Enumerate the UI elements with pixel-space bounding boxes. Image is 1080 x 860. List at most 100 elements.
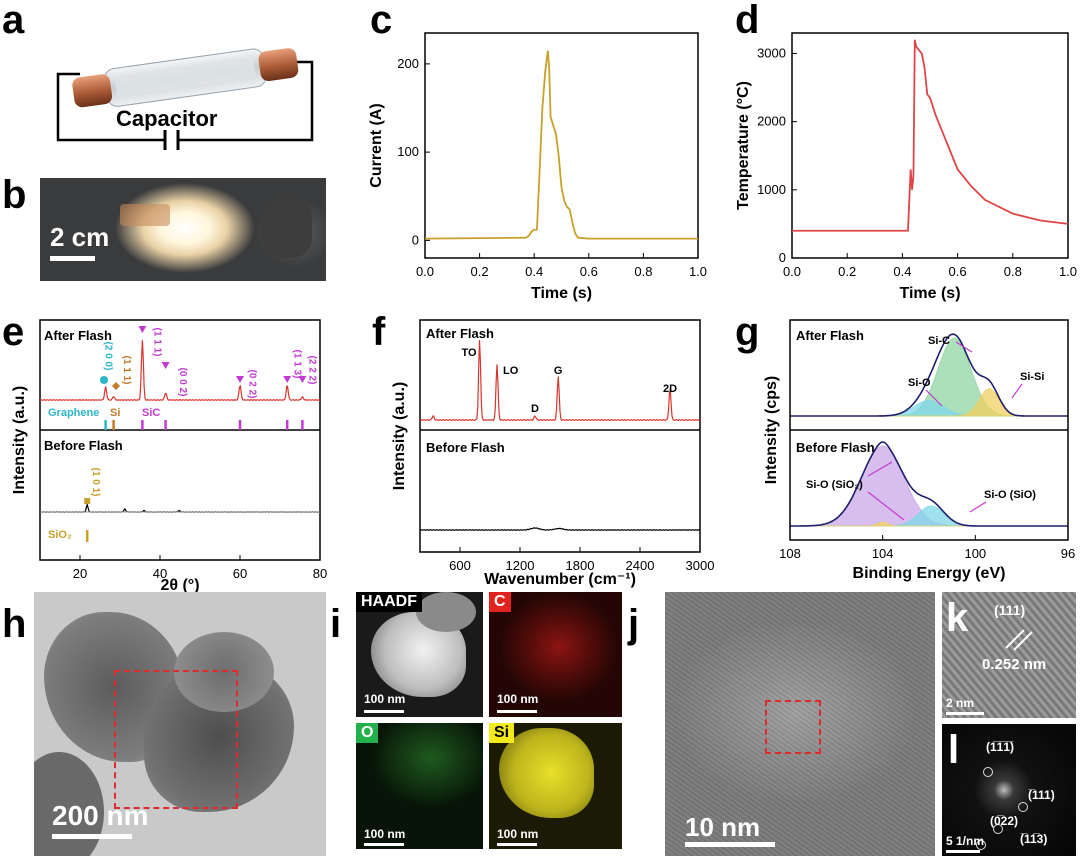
xrd-before-line xyxy=(39,502,321,513)
sio2-marker xyxy=(84,498,91,504)
y-tick-label: 100 xyxy=(397,144,419,159)
raman-band-label: G xyxy=(554,365,563,377)
peak-label-sio2: Si-O (SiO₂) xyxy=(806,479,863,491)
scale-label-haadf: 100 nm xyxy=(364,692,406,706)
after-flash-title: After Flash xyxy=(426,326,494,341)
haadf-map: HAADF 100 nm xyxy=(356,592,483,717)
x-axis-label: Wavenumber (cm⁻¹) xyxy=(484,571,636,588)
lattice-spacing-label: 0.252 nm xyxy=(982,656,1047,673)
scale-label-j: 10 nm xyxy=(685,812,761,842)
scale-label-o: 100 nm xyxy=(364,827,406,841)
scale-bar-h xyxy=(52,834,132,839)
panel-label-c: c xyxy=(370,0,393,42)
scale-label-l: 5 1/nm xyxy=(946,834,985,848)
sic-marker xyxy=(236,376,244,383)
diffraction-spot-label: (̅111) xyxy=(1028,788,1055,802)
scale-label-b: 2 cm xyxy=(50,222,110,252)
raman-after-line xyxy=(419,340,701,422)
x-tick-label: 0.6 xyxy=(949,264,967,279)
xps-chart: After Flash Before Flash Si-C Si-O Si-Si Si-O… xyxy=(763,319,1075,582)
peak-label-leader xyxy=(969,501,987,513)
peak-label-leader xyxy=(867,461,893,477)
diffraction-spot-label: (0̅22) xyxy=(990,814,1019,828)
scale-label-c: 100 nm xyxy=(497,692,539,706)
x-tick-label: 1800 xyxy=(566,558,595,573)
panel-label-k: k xyxy=(946,596,969,640)
after-flash-title: After Flash xyxy=(796,328,864,343)
x-tick-label: 2400 xyxy=(626,558,655,573)
xrd-peak-label: (0 2 2) xyxy=(247,370,258,399)
x-axis-label: Time (s) xyxy=(899,285,960,302)
graphene-marker xyxy=(100,376,108,384)
raman-chart: After Flash Before Flash TO LO D G 2D 600 1200 18… xyxy=(391,319,714,588)
capacitor-label: Capacitor xyxy=(116,106,218,131)
x-tick-label: 0.6 xyxy=(580,264,598,279)
x-tick-label: 1.0 xyxy=(689,264,707,279)
raman-band-label: D xyxy=(531,403,539,415)
peak-label-leader xyxy=(925,389,943,407)
x-axis-label: 2θ (°) xyxy=(160,577,199,592)
y-axis-label: Intensity (a.u.) xyxy=(11,386,28,494)
panel-label-j: j xyxy=(628,602,640,646)
x-tick-label: 0.2 xyxy=(838,264,856,279)
scale-bar-b xyxy=(50,256,95,261)
before-flash-title: Before Flash xyxy=(796,440,875,455)
x-tick-label: 0.4 xyxy=(525,264,543,279)
ref-sic: SiC xyxy=(142,407,160,419)
region-of-interest-box xyxy=(114,670,238,809)
panel-label-f: f xyxy=(372,310,386,354)
temperature-chart: 0.0 0.2 0.4 0.6 0.8 1.0 0 1000 2000 3000 Time (s) T… xyxy=(735,32,1077,302)
xrd-chart: After Flash Before Flash Graphene Si SiC SiO₂… xyxy=(11,319,327,592)
plot-frame xyxy=(419,319,701,553)
before-flash-title: Before Flash xyxy=(426,440,505,455)
si-marker xyxy=(112,382,120,390)
x-tick-label: 0.4 xyxy=(893,264,911,279)
x-tick-label: 108 xyxy=(779,546,801,561)
x-tick-label: 60 xyxy=(233,566,247,581)
x-axis-label: Time (s) xyxy=(531,285,592,302)
saed-pattern: l (1̅1̅1̅) (̅111) (0̅22) (̅11̅3) 5 1/nm xyxy=(942,724,1076,856)
x-tick-label: 0.8 xyxy=(1004,264,1022,279)
xrd-after-line xyxy=(39,340,321,401)
ref-sio2: SiO₂ xyxy=(48,529,72,541)
fringe-marker xyxy=(1005,629,1033,651)
series-line xyxy=(424,50,698,240)
peak-label-sio: Si-O (SiO) xyxy=(984,489,1036,501)
x-tick-label: 0.8 xyxy=(634,264,652,279)
ref-si: Si xyxy=(110,407,120,419)
scale-label-h: 200 nm xyxy=(52,800,149,831)
panel-label-h: h xyxy=(2,602,27,646)
map-tag-haadf: HAADF xyxy=(356,592,422,612)
xps-after-envelope xyxy=(790,333,1068,417)
map-tag-c: C xyxy=(489,592,511,612)
raman-band-label: TO xyxy=(462,347,478,359)
y-axis-label: Current (A) xyxy=(368,103,385,187)
map-tag-si: Si xyxy=(489,723,515,743)
peak-label-leader xyxy=(867,491,905,521)
sic-marker xyxy=(298,376,307,383)
xrd-peak-label: (1 1 1) xyxy=(121,356,132,385)
silicon-map: Si 100 nm xyxy=(489,723,622,849)
region-of-interest-box xyxy=(765,700,821,754)
plot-frame xyxy=(424,32,699,259)
series-line xyxy=(792,39,1069,232)
flash-photo xyxy=(40,178,326,281)
lattice-plane-label: (111) xyxy=(994,602,1026,618)
panel-label-g: g xyxy=(735,310,760,354)
x-tick-label: 96 xyxy=(1061,546,1075,561)
xrd-peak-label: (1 0 1) xyxy=(90,468,101,497)
panel-label-a: a xyxy=(2,0,25,42)
map-tag-o: O xyxy=(356,723,379,743)
ref-graphene: Graphene xyxy=(48,407,99,419)
tem-image xyxy=(34,592,326,856)
x-tick-label: 20 xyxy=(73,566,87,581)
scale-label-k: 2 nm xyxy=(946,696,975,710)
x-tick-label: 600 xyxy=(449,558,471,573)
sic-marker xyxy=(283,376,292,383)
peak-label-si-o: Si-O xyxy=(908,377,931,389)
diffraction-spot-label: (1̅1̅1̅) xyxy=(986,740,1015,754)
panel-label-b: b xyxy=(2,173,27,217)
x-tick-label: 1.0 xyxy=(1059,264,1077,279)
current-chart: 0.0 0.2 0.4 0.6 0.8 1.0 0 100 200 Time (s) Current… xyxy=(368,32,707,302)
peak-label-si-si: Si-Si xyxy=(1020,371,1044,383)
